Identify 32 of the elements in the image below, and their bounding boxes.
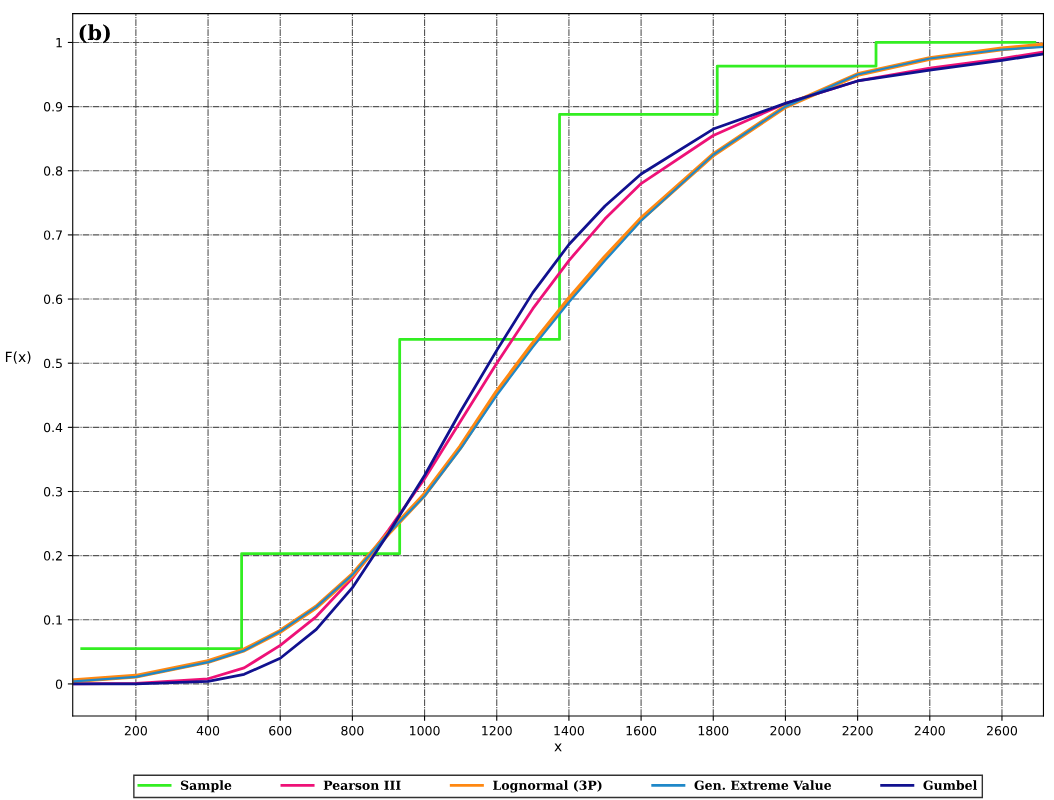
legend-label: Gumbel	[923, 780, 978, 790]
y-tick-label: 0.9	[43, 102, 63, 112]
y-tick-label: 0.8	[43, 166, 63, 176]
y-tick-label: 0.4	[43, 422, 63, 433]
y-axis-title: F(x)	[5, 351, 31, 364]
x-tick-label: 1200	[482, 725, 512, 736]
y-tick-label: 0.6	[43, 294, 63, 304]
x-axis-title: x	[554, 743, 562, 752]
x-tick-label: 2400	[914, 725, 945, 736]
y-tick-label: 0.1	[43, 615, 62, 625]
x-tick-label: 2000	[770, 725, 801, 736]
x-tick-label: 1800	[698, 725, 729, 736]
y-tick-label: 1	[56, 38, 62, 48]
x-tick-label: 1400	[554, 725, 584, 736]
chart-title: (b)	[79, 24, 110, 44]
x-tick-label: 2600	[986, 725, 1018, 736]
y-tick-label: 0.7	[43, 230, 62, 240]
x-tick-label: 200	[124, 725, 147, 736]
x-tick-label: 1000	[410, 725, 440, 736]
legend-label: Sample	[180, 780, 232, 793]
y-tick-label: 0.5	[43, 358, 62, 369]
legend-label: Pearson III	[323, 780, 401, 790]
x-tick-label: 1600	[626, 725, 657, 736]
x-tick-label: 400	[196, 725, 220, 736]
y-tick-label: 0.3	[43, 486, 62, 497]
x-tick-label: 600	[269, 725, 292, 736]
x-tick-label: 2200	[842, 725, 873, 736]
y-tick-label: 0	[55, 679, 63, 689]
x-tick-label: 800	[341, 725, 364, 736]
legend-label: Lognormal (3P)	[493, 780, 602, 793]
legend-label: Gen. Extreme Value	[694, 780, 832, 790]
y-tick-label: 0.2	[43, 551, 62, 561]
